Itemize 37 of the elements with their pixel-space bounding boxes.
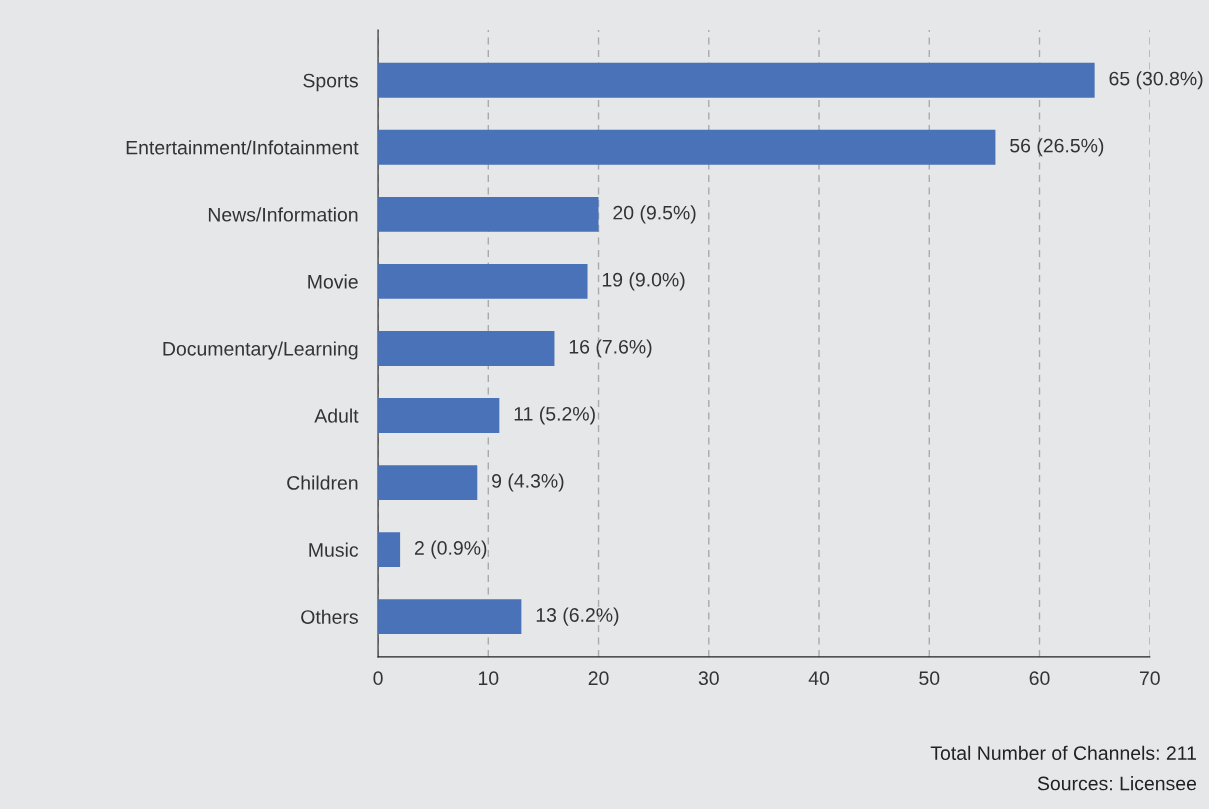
x-tick-label: 40 [808, 671, 830, 686]
bar [378, 62, 1095, 98]
data-label: 11 (5.2%) [514, 406, 595, 425]
bar [378, 599, 522, 635]
data-label: 16 (7.6%) [569, 339, 652, 358]
x-tick-label: 30 [698, 671, 719, 686]
text: Total Number of Channels: 211 [930, 745, 1196, 761]
x-tick-label: 20 [588, 671, 609, 686]
y-tick-label: Music [309, 542, 359, 557]
data-label: 56 (26.5%) [1010, 138, 1104, 157]
y-tick-label: Sports [303, 73, 358, 92]
bar [378, 263, 588, 299]
x-tick-label: 70 [1139, 671, 1160, 686]
y-tick-label: Adult [314, 408, 359, 423]
data-label: 2 (0.9%) [414, 540, 487, 559]
y-tick-label: Documentary/Learning [163, 341, 358, 360]
bar [378, 465, 478, 500]
source-note: Sources: Licensee [1037, 776, 1197, 791]
x-tick-label: 50 [919, 671, 940, 686]
x-tick-label: 10 [478, 671, 499, 686]
bar [378, 398, 500, 433]
bar [378, 331, 555, 366]
y-tick-label: News/Information [208, 207, 358, 222]
x-tick-label: 60 [1029, 671, 1050, 686]
y-tick-label: Movie [308, 274, 358, 289]
x-tick-label: 0 [373, 671, 383, 686]
data-label: 19 (9.0%) [602, 272, 685, 291]
data-label: 13 (6.2%) [536, 607, 619, 626]
y-tick-label: Others [301, 609, 358, 624]
bar [378, 532, 401, 568]
data-label: 65 (30.8%) [1109, 71, 1203, 90]
bar [378, 196, 599, 232]
bar [378, 129, 996, 165]
y-tick-label: Children [287, 475, 358, 490]
y-tick-label: Entertainment/Infotainment [126, 140, 359, 155]
data-label: 9 (4.3%) [492, 473, 564, 492]
data-label: 20 (9.5%) [613, 205, 696, 224]
